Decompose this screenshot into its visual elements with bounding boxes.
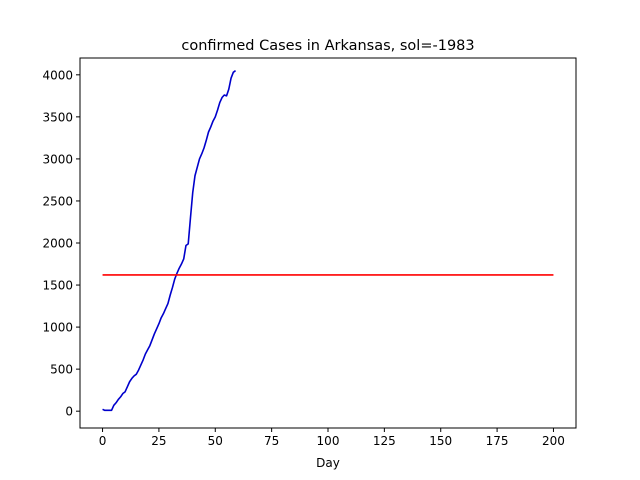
x-tick-label: 75 xyxy=(264,434,279,448)
y-tick-label: 1500 xyxy=(42,279,73,293)
x-axis-label: Day xyxy=(316,456,340,470)
y-tick-label: 500 xyxy=(50,363,73,377)
series-layer xyxy=(102,69,554,412)
x-tick-label: 125 xyxy=(373,434,396,448)
y-tick-label: 4000 xyxy=(42,68,73,82)
y-axis: 0 500 1000 1500 2000 2500 3000 3500 4000 xyxy=(42,68,80,419)
x-tick-label: 200 xyxy=(542,434,565,448)
y-tick-label: 3000 xyxy=(42,152,73,166)
x-tick-label: 25 xyxy=(151,434,166,448)
x-tick-label: 0 xyxy=(99,434,107,448)
series-line-1 xyxy=(102,69,237,412)
x-tick-label: 150 xyxy=(429,434,452,448)
x-tick-label: 50 xyxy=(208,434,223,448)
y-tick-label: 2500 xyxy=(42,194,73,208)
y-tick-label: 1000 xyxy=(42,321,73,335)
y-tick-label: 3500 xyxy=(42,110,73,124)
x-tick-label: 100 xyxy=(317,434,340,448)
y-tick-label: 2000 xyxy=(42,237,73,251)
y-tick-label: 0 xyxy=(65,405,73,419)
chart-title: confirmed Cases in Arkansas, sol=-1983 xyxy=(181,38,474,54)
x-axis: 0 25 50 75 100 125 150 175 200 xyxy=(99,428,565,448)
plot-area-frame xyxy=(79,57,577,429)
x-tick-label: 175 xyxy=(486,434,509,448)
